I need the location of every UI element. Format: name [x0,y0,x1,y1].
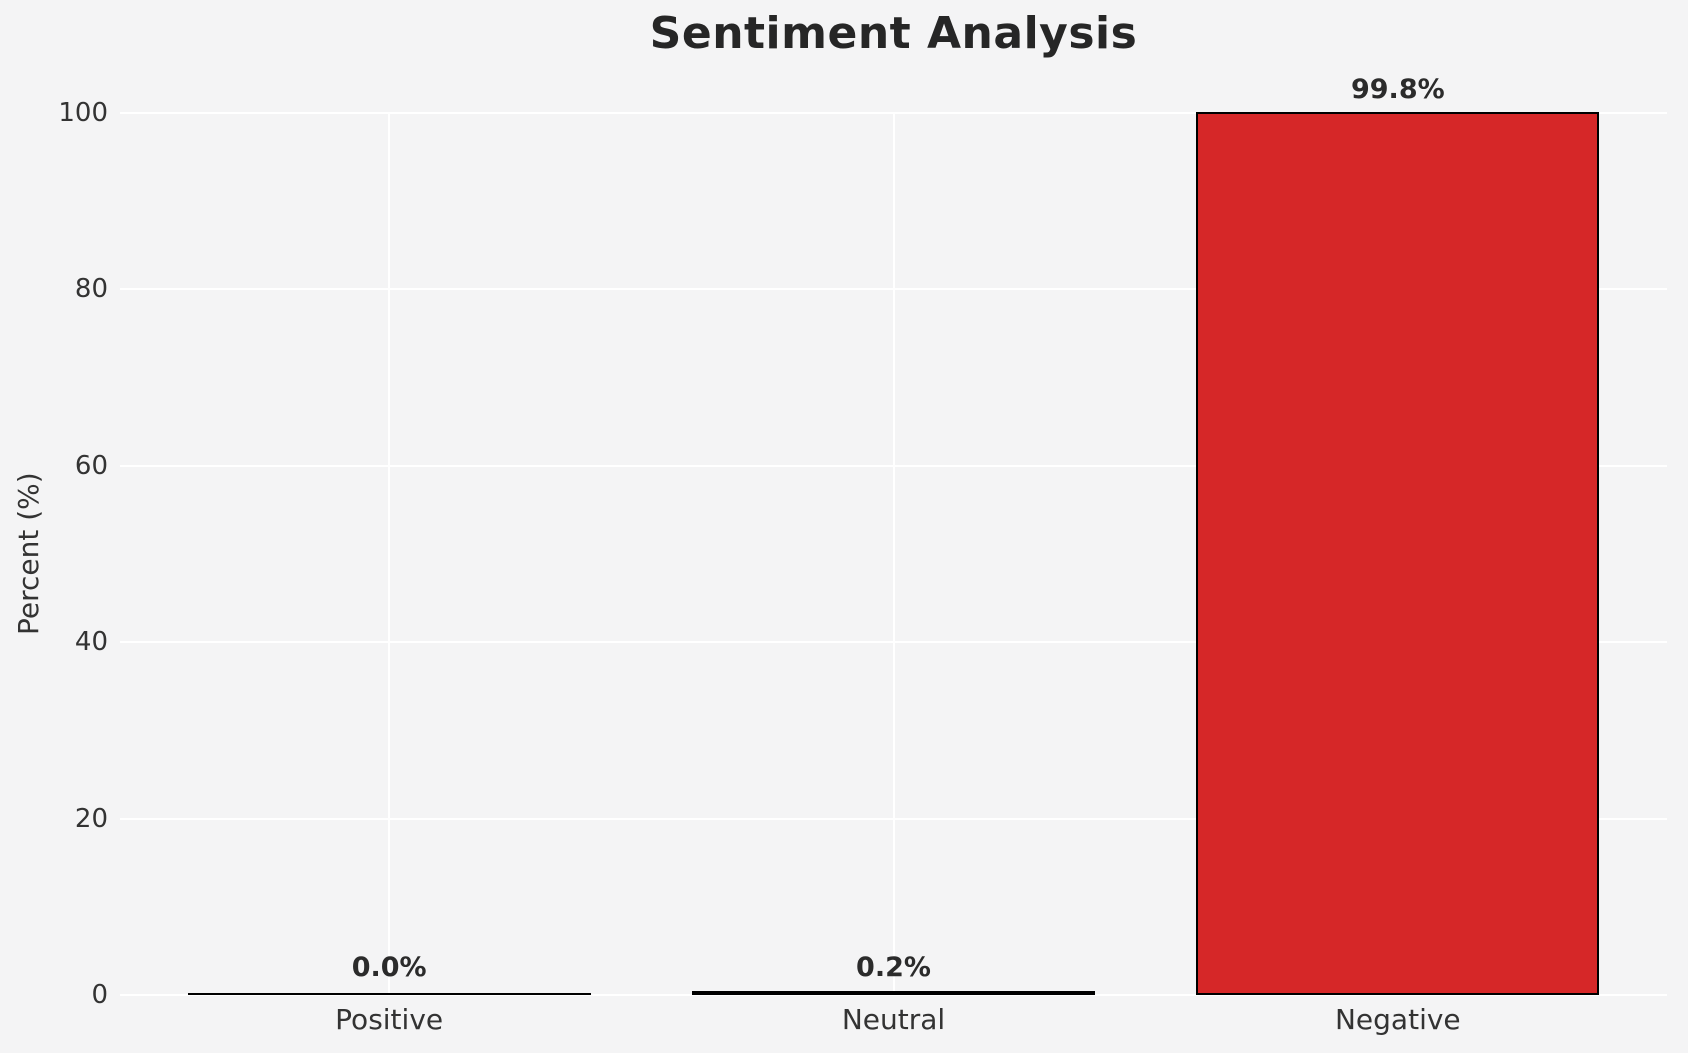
bar-value-label-negative: 99.8% [1350,73,1445,105]
bar-value-label-neutral: 0.2% [856,951,931,983]
plot-area: 0.0% 0.2% 99.8% [120,74,1667,996]
x-tick-label-positive: Positive [335,1003,444,1036]
x-tick-label-neutral: Neutral [841,1003,946,1036]
y-tick-label-100: 100 [58,98,108,128]
y-axis-label: Percent (%) [12,472,45,636]
bar-negative [1196,112,1600,995]
y-tick-label-0: 0 [91,980,108,1010]
y-tick-label-40: 40 [74,627,108,658]
hgridline-0 [120,994,1667,996]
x-tick-label-negative: Negative [1334,1003,1461,1036]
y-tick-label-80: 80 [74,274,108,305]
bar-value-label-positive: 0.0% [351,951,427,983]
chart-title: Sentiment Analysis [649,8,1138,59]
bar-neutral [692,990,1095,995]
y-tick-label-60: 60 [74,450,108,481]
vgridline-neutral [892,113,895,995]
vgridline-positive [388,113,391,995]
y-tick-label-20: 20 [74,803,108,834]
bar-positive [187,992,591,995]
